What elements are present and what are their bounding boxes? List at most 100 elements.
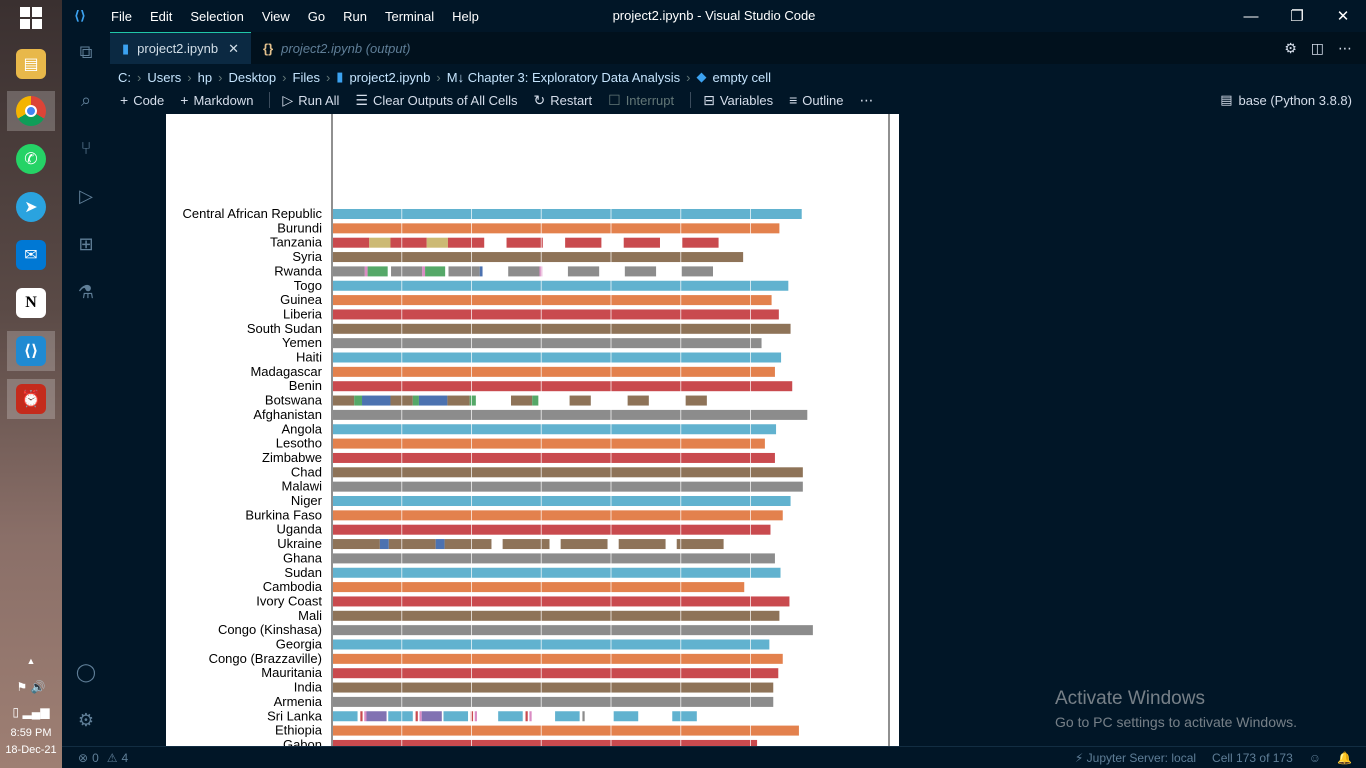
close-window-button[interactable]: ✕ — [1336, 8, 1350, 25]
vscode-taskbar-icon[interactable]: ⟨⟩ — [7, 331, 55, 371]
run-all-icon: ▷ — [282, 91, 294, 108]
whatsapp-taskbar-icon[interactable]: ✆ — [7, 139, 55, 179]
breadcrumb-item[interactable]: project2.ipynb — [349, 69, 431, 85]
bar-segment — [366, 711, 387, 722]
telegram-taskbar-icon[interactable]: ➤ — [7, 187, 55, 227]
interrupt-button[interactable]: ☐ Interrupt — [608, 92, 674, 109]
menu-edit[interactable]: Edit — [149, 8, 173, 24]
button-label: Markdown — [193, 92, 254, 108]
telegram-icon: ➤ — [16, 192, 46, 222]
search-icon[interactable]: ⌕ — [80, 90, 92, 110]
plus-icon: + — [120, 92, 129, 108]
breadcrumb-item[interactable]: C: — [118, 69, 131, 85]
volume-icon[interactable]: 🔊 — [30, 680, 46, 694]
notion-taskbar-icon[interactable]: N — [7, 283, 55, 323]
clock-time[interactable]: 8:59 PM — [10, 727, 52, 739]
ellipsis-icon: ⋯ — [859, 91, 874, 108]
y-tick-label: Georgia — [276, 637, 323, 652]
bar-segment — [685, 395, 707, 406]
menu-run[interactable]: Run — [343, 8, 367, 24]
bar-segment — [333, 424, 777, 435]
variables-button[interactable]: ⊟ Variables — [703, 92, 773, 109]
jupyter-server-status[interactable]: ⚡ Jupyter Server: local — [1075, 751, 1196, 765]
y-tick-label: Liberia — [283, 306, 323, 321]
bar-segment — [333, 352, 782, 363]
y-tick-label: Uganda — [276, 522, 322, 537]
cell-position[interactable]: Cell 173 of 173 — [1212, 750, 1293, 765]
tab-project2-output[interactable]: {} project2.ipynb (output) — [251, 32, 422, 64]
button-label: Interrupt — [625, 92, 675, 108]
testing-flask-icon[interactable]: ⚗ — [77, 282, 95, 302]
breadcrumb-item[interactable]: Users — [147, 69, 182, 85]
bar-segment — [333, 252, 744, 263]
more-actions-icon[interactable]: ⋯ — [1338, 40, 1352, 56]
chevron-right-icon: › — [436, 69, 441, 85]
run-all-button[interactable]: ▷ Run All — [282, 92, 339, 109]
bar-segment — [422, 266, 426, 277]
start-button[interactable] — [7, 0, 55, 36]
file-explorer-taskbar-icon[interactable]: ▤ — [7, 44, 55, 84]
outline-button[interactable]: ≡ Outline — [789, 92, 843, 108]
breadcrumb-item[interactable]: M↓ Chapter 3: Exploratory Data Analysis — [446, 69, 681, 85]
bar-segment — [426, 237, 448, 248]
breadcrumb-item[interactable]: hp — [197, 69, 213, 85]
settings-gear-icon[interactable]: ⚙ — [77, 710, 95, 730]
bar-segment — [448, 266, 480, 277]
bar-segment — [333, 467, 803, 478]
y-tick-label: Ghana — [283, 550, 323, 565]
run-debug-icon[interactable]: ▷ — [79, 186, 93, 206]
source-control-icon[interactable]: ⑂ — [80, 138, 92, 158]
battery-icon[interactable]: ▯ — [12, 705, 20, 719]
tray-overflow-icon[interactable]: ▲ — [26, 656, 36, 666]
menu-selection[interactable]: Selection — [190, 8, 244, 24]
flag-icon[interactable]: ⚑ — [16, 680, 28, 694]
mail-taskbar-icon[interactable]: ✉ — [7, 235, 55, 275]
menu-view[interactable]: View — [261, 8, 290, 24]
accounts-icon[interactable]: ◯ — [75, 662, 97, 682]
notebook-file-icon: ▮ — [122, 40, 130, 56]
bar-segment — [333, 668, 779, 679]
title-bar: ⟨⟩ File Edit Selection View Go Run Termi… — [62, 0, 1366, 32]
add-code-cell-button[interactable]: + Code — [120, 92, 164, 108]
kernel-label: base (Python 3.8.8) — [1238, 92, 1352, 108]
menu-terminal[interactable]: Terminal — [385, 8, 435, 24]
tab-project2-ipynb[interactable]: ▮ project2.ipynb ✕ — [110, 32, 252, 64]
breadcrumb-item[interactable]: Desktop — [228, 69, 277, 85]
bar-segment — [565, 237, 602, 248]
menu-file[interactable]: File — [111, 8, 132, 24]
add-markdown-cell-button[interactable]: + Markdown — [180, 92, 253, 108]
clear-outputs-button[interactable]: ☰ Clear Outputs of All Cells — [355, 92, 517, 109]
alarms-taskbar-icon[interactable]: ⏰ — [7, 379, 55, 419]
close-tab-icon[interactable]: ✕ — [228, 40, 240, 56]
minimize-button[interactable]: — — [1243, 7, 1259, 25]
restart-button[interactable]: ↻ Restart — [533, 92, 592, 109]
button-label: Variables — [719, 92, 774, 108]
restore-button[interactable]: ❐ — [1290, 8, 1304, 25]
clock-date[interactable]: 18-Dec-21 — [5, 744, 57, 756]
bar-segment — [364, 711, 367, 722]
notebook-settings-icon[interactable]: ⚙ — [1284, 40, 1297, 56]
plus-icon: + — [180, 92, 189, 108]
breadcrumb-item[interactable]: empty cell — [712, 69, 772, 85]
split-editor-icon[interactable]: ◫ — [1310, 40, 1324, 56]
bar-segment — [418, 395, 448, 406]
signal-icon[interactable]: ▂▄▆ — [22, 705, 50, 719]
breadcrumb-item[interactable]: Files — [292, 69, 320, 85]
extensions-icon[interactable]: ⊞ — [78, 234, 94, 254]
bar-segment — [333, 567, 781, 578]
explorer-icon[interactable]: ⧉ — [79, 42, 93, 62]
tab-label: project2.ipynb — [137, 41, 219, 56]
bar-segment — [333, 409, 808, 420]
window-controls: — ❐ ✕ — [1228, 0, 1366, 32]
restart-icon: ↻ — [533, 91, 546, 108]
chrome-taskbar-icon[interactable] — [7, 91, 55, 131]
menu-go[interactable]: Go — [307, 8, 326, 24]
bar-segment — [508, 266, 540, 277]
problems-indicator[interactable]: ⊗ 0 ⚠ 4 — [78, 751, 128, 765]
notifications-bell-icon[interactable]: 🔔 — [1337, 750, 1352, 765]
more-toolbar-button[interactable]: ⋯ — [859, 92, 873, 109]
kernel-picker[interactable]: ▤ base (Python 3.8.8) — [1220, 88, 1352, 112]
bar-segment — [502, 539, 550, 550]
feedback-icon[interactable]: ☺ — [1308, 750, 1322, 765]
menu-help[interactable]: Help — [452, 8, 479, 24]
